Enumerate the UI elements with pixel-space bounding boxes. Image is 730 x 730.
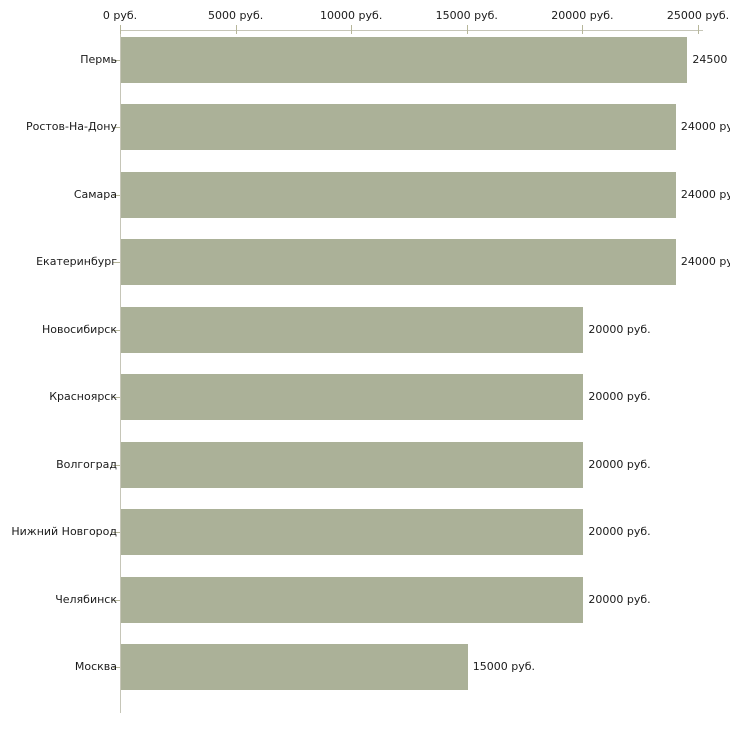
bar xyxy=(121,104,676,150)
bar xyxy=(121,306,584,353)
x-axis-tick-label: 15000 руб. xyxy=(435,9,498,22)
bar-value-label: 20000 руб. xyxy=(588,390,651,404)
bar-value-label: 20000 руб. xyxy=(588,592,651,606)
y-axis-tick xyxy=(113,599,120,601)
bar-category-label: Красноярск xyxy=(49,390,117,404)
bar-value-label: 20000 руб. xyxy=(588,457,651,471)
x-axis-tick-label: 20000 руб. xyxy=(551,9,614,22)
x-axis-tick xyxy=(698,25,699,34)
bar-category-label: Екатеринбург xyxy=(36,255,117,269)
bar xyxy=(121,644,468,691)
bar-value-label: 24500 руб. xyxy=(692,52,730,66)
y-axis-tick xyxy=(113,532,120,534)
bar-value-label: 20000 руб. xyxy=(588,322,651,336)
bar-category-label: Волгоград xyxy=(56,457,117,471)
bar-value-label: 15000 руб. xyxy=(472,660,536,674)
x-axis-tick xyxy=(466,25,468,34)
x-axis-tick-label: 0 руб. xyxy=(102,9,138,22)
y-axis-tick xyxy=(113,127,120,128)
y-axis-tick xyxy=(113,397,120,399)
bar-category-label: Самара xyxy=(73,187,117,201)
x-axis-tick-label: 5000 руб. xyxy=(207,9,264,22)
y-axis-tick xyxy=(113,329,120,331)
bar xyxy=(121,171,676,218)
bar-value-label: 24000 руб. xyxy=(680,187,730,201)
y-axis-tick xyxy=(113,59,120,61)
x-axis-line xyxy=(120,30,703,31)
y-axis-line xyxy=(120,30,121,713)
bar-category-label: Ростов-На-Дону xyxy=(25,120,117,133)
x-axis-tick xyxy=(120,25,121,34)
bar xyxy=(121,239,676,286)
bar xyxy=(121,441,584,488)
bar-value-label: 24000 руб. xyxy=(680,120,730,133)
bar-category-label: Нижний Новгород xyxy=(11,525,117,539)
bar-category-label: Москва xyxy=(74,660,117,674)
x-axis-tick xyxy=(235,25,237,34)
bar-category-label: Новосибирск xyxy=(41,322,117,336)
x-axis-tick xyxy=(582,25,584,34)
bar-value-label: 20000 руб. xyxy=(588,525,651,539)
y-axis-tick xyxy=(113,194,120,196)
bar-category-label: Пермь xyxy=(80,52,117,66)
bar-category-label: Челябинск xyxy=(55,592,117,606)
x-axis-tick-label: 25000 руб. xyxy=(666,9,730,22)
y-axis-tick xyxy=(113,262,120,264)
bar xyxy=(121,36,688,83)
bar xyxy=(121,576,584,623)
y-axis-tick xyxy=(113,667,120,669)
bar-value-label: 24000 руб. xyxy=(680,255,730,269)
x-axis-tick-label: 10000 руб. xyxy=(320,9,383,22)
bar xyxy=(121,509,584,556)
bar xyxy=(121,374,584,421)
x-axis-tick xyxy=(351,25,353,34)
y-axis-tick xyxy=(113,464,120,466)
